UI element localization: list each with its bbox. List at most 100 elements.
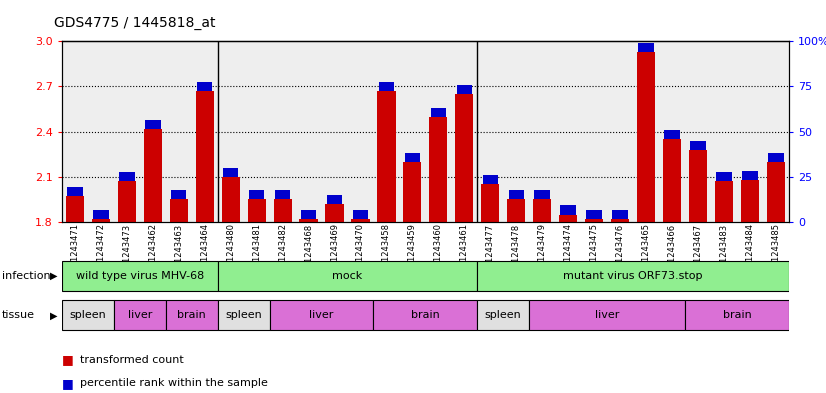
Bar <box>325 204 344 222</box>
Bar <box>248 199 266 222</box>
Bar <box>430 117 448 222</box>
Bar <box>561 206 576 215</box>
Bar <box>275 191 290 200</box>
Bar <box>533 199 551 222</box>
Bar <box>300 219 318 222</box>
Bar <box>353 210 368 219</box>
Text: GDS4775 / 1445818_at: GDS4775 / 1445818_at <box>54 16 216 30</box>
Bar <box>144 129 162 222</box>
Text: percentile rank within the sample: percentile rank within the sample <box>80 378 268 388</box>
Bar <box>92 219 110 222</box>
Text: mutant virus ORF73.stop: mutant virus ORF73.stop <box>563 271 703 281</box>
Bar <box>763 41 789 222</box>
Bar <box>140 41 166 222</box>
Bar <box>67 187 83 196</box>
Bar <box>743 171 757 180</box>
Bar <box>273 199 292 222</box>
Bar <box>93 210 108 219</box>
Bar <box>529 41 555 222</box>
Bar <box>768 153 784 162</box>
Bar <box>114 41 140 222</box>
Bar <box>296 41 321 222</box>
Bar <box>192 41 218 222</box>
Text: ■: ■ <box>62 353 74 366</box>
Bar <box>663 139 681 222</box>
Bar <box>171 191 187 200</box>
Text: transformed count: transformed count <box>80 354 184 365</box>
Bar <box>196 91 214 222</box>
Bar <box>482 184 500 222</box>
Bar <box>767 162 785 222</box>
Bar <box>169 199 188 222</box>
Bar <box>529 300 685 331</box>
Text: ▶: ▶ <box>50 310 58 320</box>
Bar <box>269 300 373 331</box>
Bar <box>451 41 477 222</box>
Bar <box>559 215 577 222</box>
Bar <box>507 199 525 222</box>
Text: brain: brain <box>411 310 439 320</box>
Bar <box>62 41 88 222</box>
Bar <box>737 41 763 222</box>
Bar <box>585 219 603 222</box>
Bar <box>301 210 316 219</box>
Bar <box>691 141 705 150</box>
Bar <box>689 150 707 222</box>
Bar <box>637 52 655 222</box>
Bar <box>403 162 421 222</box>
Bar <box>351 219 369 222</box>
Bar <box>405 153 420 162</box>
Text: ▶: ▶ <box>50 271 58 281</box>
Bar <box>503 41 529 222</box>
Bar <box>477 261 789 291</box>
Bar <box>457 85 472 94</box>
Text: tissue: tissue <box>2 310 35 320</box>
Bar <box>88 41 114 222</box>
Text: spleen: spleen <box>485 310 522 320</box>
Bar <box>716 172 732 181</box>
Bar <box>218 41 244 222</box>
Bar <box>664 130 680 139</box>
Text: liver: liver <box>595 310 620 320</box>
Bar <box>221 177 240 222</box>
Bar <box>455 94 473 222</box>
Text: mock: mock <box>332 271 363 281</box>
Bar <box>373 300 477 331</box>
Bar <box>114 300 166 331</box>
Bar <box>659 41 685 222</box>
Text: liver: liver <box>310 310 334 320</box>
Bar <box>555 41 582 222</box>
Bar <box>62 261 218 291</box>
Bar <box>223 168 239 177</box>
Bar <box>327 195 342 204</box>
Text: brain: brain <box>723 310 752 320</box>
Bar <box>685 41 711 222</box>
Text: brain: brain <box>178 310 206 320</box>
Text: spleen: spleen <box>225 310 262 320</box>
Bar <box>711 41 737 222</box>
Bar <box>197 82 212 91</box>
Bar <box>477 300 529 331</box>
Bar <box>425 41 451 222</box>
Bar <box>218 261 477 291</box>
Bar <box>612 210 628 219</box>
Bar <box>321 41 348 222</box>
Text: liver: liver <box>128 310 152 320</box>
Bar <box>249 191 264 200</box>
Bar <box>348 41 373 222</box>
Bar <box>582 41 607 222</box>
Bar <box>244 41 269 222</box>
Bar <box>741 180 759 222</box>
Bar <box>611 219 629 222</box>
Bar <box>166 300 218 331</box>
Bar <box>430 108 446 117</box>
Bar <box>379 82 394 91</box>
Bar <box>377 91 396 222</box>
Bar <box>400 41 425 222</box>
Bar <box>607 41 633 222</box>
Bar <box>218 300 269 331</box>
Bar <box>373 41 400 222</box>
Bar <box>269 41 296 222</box>
Bar <box>482 175 498 184</box>
Bar <box>118 182 136 222</box>
